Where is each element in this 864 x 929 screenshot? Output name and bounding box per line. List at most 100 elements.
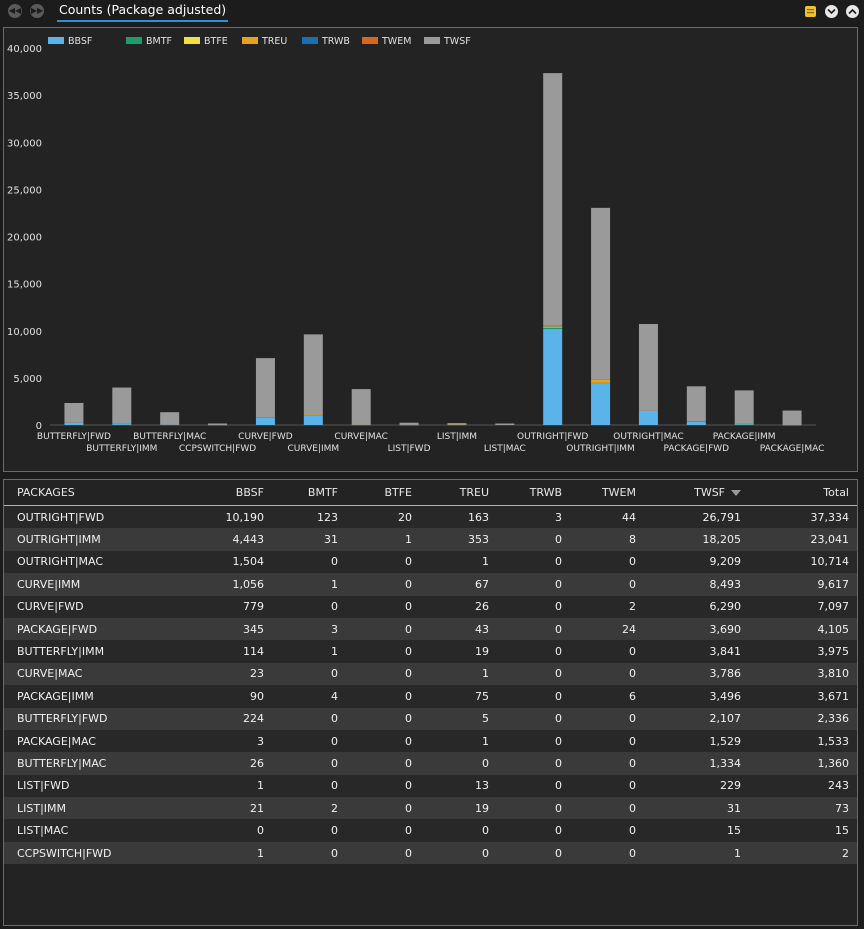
bar-segment-treu[interactable] xyxy=(543,326,563,328)
column-header-trwb[interactable]: TRWB xyxy=(497,480,570,506)
bar-segment-twsf[interactable] xyxy=(255,358,275,418)
table-row[interactable]: PACKAGE|MAC 3 0 0 1 0 0 1,529 1,533 xyxy=(4,729,857,753)
x-category-label: OUTRIGHT|IMM xyxy=(566,444,635,454)
row-value-cell: 0 xyxy=(570,707,644,730)
table-row[interactable]: PACKAGE|FWD 345 3 0 43 0 24 3,690 4,105 xyxy=(4,617,857,641)
bar-segment-twsf[interactable] xyxy=(208,423,228,425)
x-category-label: PACKAGE|IMM xyxy=(713,432,776,442)
bar-segment-twsf[interactable] xyxy=(638,324,658,411)
bar-segment-bbsf[interactable] xyxy=(591,383,611,425)
table-row[interactable]: OUTRIGHT|MAC 1,504 0 0 1 0 0 9,209 10,714 xyxy=(4,550,857,574)
bar-segment-treu[interactable] xyxy=(734,423,754,425)
bar-segment-bbsf[interactable] xyxy=(543,328,563,425)
bar-segment-bmtf[interactable] xyxy=(543,327,563,329)
bar-segment-twsf[interactable] xyxy=(112,387,132,424)
row-value-cell: 23,041 xyxy=(749,528,857,551)
bar-segment-bbsf[interactable] xyxy=(734,424,754,425)
bar-segment-twsf[interactable] xyxy=(591,207,611,380)
legend-label[interactable]: TWSF xyxy=(443,36,471,47)
bar-segment-twsf[interactable] xyxy=(495,423,515,426)
column-header-packages[interactable]: PACKAGES xyxy=(4,480,159,506)
legend-label[interactable]: BMTF xyxy=(146,36,172,47)
bar-segment-twsf[interactable] xyxy=(543,73,563,326)
table-row[interactable]: BUTTERFLY|FWD 224 0 0 5 0 0 2,107 2,336 xyxy=(4,707,857,730)
row-value-cell: 10,714 xyxy=(749,550,857,574)
row-value-cell: 4,443 xyxy=(159,528,272,551)
row-value-cell: 0 xyxy=(272,774,346,798)
bar-segment-twsf[interactable] xyxy=(734,390,754,424)
table-row[interactable]: LIST|FWD 1 0 0 13 0 0 229 243 xyxy=(4,774,857,798)
row-value-cell: 0 xyxy=(497,797,570,820)
legend-swatch xyxy=(242,37,258,44)
bar-segment-bbsf[interactable] xyxy=(686,421,706,425)
sort-descending-icon[interactable] xyxy=(731,490,741,496)
legend-label[interactable]: TRWB xyxy=(321,36,350,47)
row-value-cell: 1,529 xyxy=(644,729,749,753)
scroll-icon[interactable] xyxy=(803,4,818,19)
column-header-twem[interactable]: TWEM xyxy=(570,480,644,506)
forward-icon[interactable]: ▶▶ xyxy=(30,4,44,18)
bar-segment-bbsf[interactable] xyxy=(638,410,658,425)
column-header-total[interactable]: Total xyxy=(749,480,857,506)
table-row[interactable]: BUTTERFLY|MAC 26 0 0 0 0 0 1,334 1,360 xyxy=(4,752,857,775)
table-row[interactable]: OUTRIGHT|IMM 4,443 31 1 353 0 8 18,205 23,041 xyxy=(4,528,857,551)
row-value-cell: 4,105 xyxy=(749,617,857,641)
row-value-cell: 44 xyxy=(570,505,644,529)
bar-segment-twsf[interactable] xyxy=(64,402,84,423)
row-value-cell: 1 xyxy=(272,640,346,663)
bar-segment-twsf[interactable] xyxy=(399,422,419,425)
bar-segment-bbsf[interactable] xyxy=(303,415,323,425)
table-row[interactable]: PACKAGE|IMM 90 4 0 75 0 6 3,496 3,671 xyxy=(4,685,857,708)
row-value-cell: 2 xyxy=(749,841,857,865)
column-header-treu[interactable]: TREU xyxy=(420,480,497,506)
row-value-cell: 1 xyxy=(346,528,420,551)
table-row[interactable]: CURVE|IMM 1,056 1 0 67 0 0 8,493 9,617 xyxy=(4,573,857,596)
x-category-label: LIST|FWD xyxy=(388,444,431,454)
table-row[interactable]: LIST|MAC 0 0 0 0 0 0 15 15 xyxy=(4,819,857,842)
row-value-cell: 0 xyxy=(497,550,570,574)
bar-segment-twsf[interactable] xyxy=(447,423,467,425)
bar-segment-twsf[interactable] xyxy=(782,410,802,425)
table-row[interactable]: CCPSWITCH|FWD 1 0 0 0 0 0 1 2 xyxy=(4,841,857,865)
legend-label[interactable]: TWEM xyxy=(381,36,411,47)
bar-segment-treu[interactable] xyxy=(303,414,323,416)
legend-swatch xyxy=(302,37,318,44)
row-package-cell: CCPSWITCH|FWD xyxy=(4,841,159,865)
row-value-cell: 73 xyxy=(749,797,857,820)
row-value-cell: 43 xyxy=(420,617,497,641)
bar-segment-twsf[interactable] xyxy=(351,389,371,425)
table-row[interactable]: OUTRIGHT|FWD 10,190 123 20 163 3 44 26,791 37,33… xyxy=(4,505,857,529)
panel-title-tab[interactable]: Counts (Package adjusted) xyxy=(57,2,229,22)
collapse-icon[interactable] xyxy=(824,4,839,19)
row-value-cell: 345 xyxy=(159,617,272,641)
bar-segment-twsf[interactable] xyxy=(160,412,180,425)
table-row[interactable]: CURVE|MAC 23 0 0 1 0 0 3,786 3,810 xyxy=(4,662,857,686)
x-category-label: BUTTERFLY|FWD xyxy=(37,432,111,442)
row-value-cell: 1 xyxy=(420,662,497,686)
row-value-cell: 7,097 xyxy=(749,595,857,618)
column-header-twsf[interactable]: TWSF xyxy=(644,480,749,506)
bar-segment-bbsf[interactable] xyxy=(255,417,275,425)
legend-label[interactable]: BBSF xyxy=(68,36,92,47)
bar-segment-treu[interactable] xyxy=(591,379,611,383)
back-icon[interactable]: ◀◀ xyxy=(8,4,22,18)
legend-label[interactable]: BTFE xyxy=(204,36,228,47)
legend-label[interactable]: TREU xyxy=(261,36,287,47)
bar-segment-twsf[interactable] xyxy=(686,386,706,422)
table-row[interactable]: CURVE|FWD 779 0 0 26 0 2 6,290 7,097 xyxy=(4,595,857,618)
row-value-cell: 779 xyxy=(159,595,272,618)
row-value-cell: 0 xyxy=(272,550,346,574)
table-row[interactable]: LIST|IMM 21 2 0 19 0 0 31 73 xyxy=(4,797,857,820)
y-tick-label: 15,000 xyxy=(7,280,42,291)
row-value-cell: 13 xyxy=(420,774,497,798)
minimize-icon[interactable] xyxy=(845,4,860,19)
bar-segment-bbsf[interactable] xyxy=(112,423,132,425)
table-row[interactable]: BUTTERFLY|IMM 114 1 0 19 0 0 3,841 3,975 xyxy=(4,640,857,663)
column-header-bbsf[interactable]: BBSF xyxy=(159,480,272,506)
column-header-bmtf[interactable]: BMTF xyxy=(272,480,346,506)
row-value-cell: 0 xyxy=(272,707,346,730)
bar-segment-twsf[interactable] xyxy=(303,334,323,415)
column-header-btfe[interactable]: BTFE xyxy=(346,480,420,506)
bar-segment-bbsf[interactable] xyxy=(64,422,84,425)
row-value-cell: 0 xyxy=(346,841,420,865)
